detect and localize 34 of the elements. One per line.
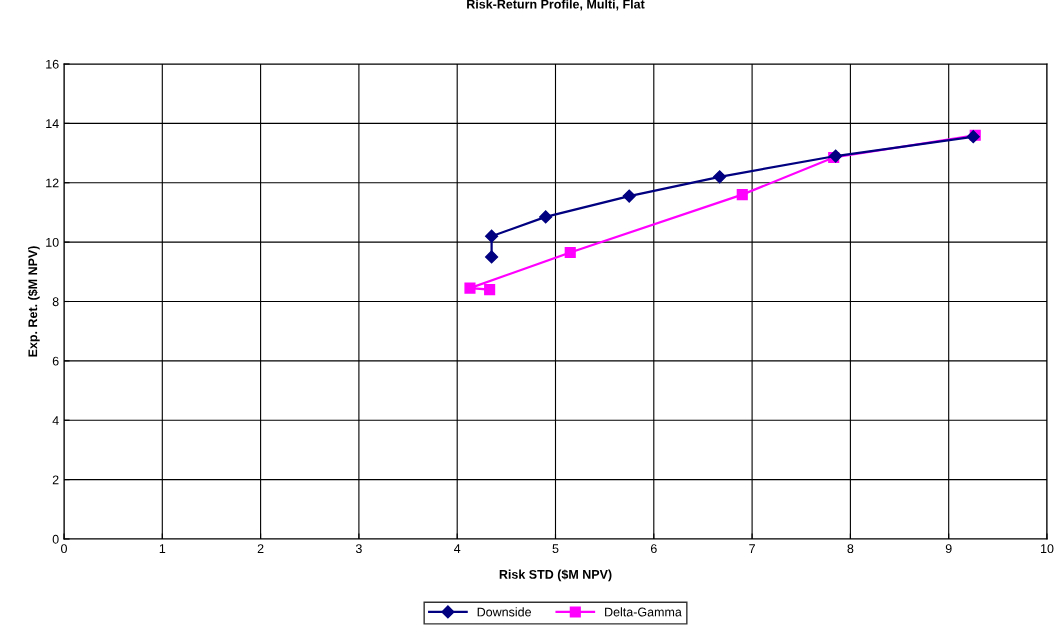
y-tick-label: 10 bbox=[46, 237, 59, 247]
x-tick-label: 0 bbox=[61, 544, 67, 554]
y-tick-label: 12 bbox=[46, 178, 59, 188]
x-axis-title: Risk STD ($M NPV) bbox=[499, 569, 612, 582]
y-axis-title: Exp. Ret. ($M NPV) bbox=[27, 246, 40, 357]
x-tick-label: 7 bbox=[749, 544, 755, 553]
x-tick-label: 3 bbox=[355, 544, 362, 554]
x-tick-label: 5 bbox=[552, 544, 559, 554]
point bbox=[736, 189, 748, 201]
x-tick-label: 9 bbox=[945, 544, 952, 554]
point bbox=[539, 210, 553, 224]
point bbox=[464, 282, 476, 294]
legend-label: Downside bbox=[477, 607, 531, 617]
point bbox=[485, 250, 499, 264]
x-tick-label: 4 bbox=[454, 544, 461, 553]
x-tick-label: 6 bbox=[650, 544, 657, 554]
chart-title: Risk-Return Profile, Multi, Flat bbox=[467, 0, 645, 11]
y-tick-label: 0 bbox=[52, 534, 59, 544]
y-tick-label: 8 bbox=[52, 297, 59, 307]
y-tick-label: 2 bbox=[52, 475, 59, 485]
x-tick-label: 2 bbox=[257, 544, 264, 553]
x-tick-label: 10 bbox=[1041, 544, 1054, 554]
y-tick-label: 6 bbox=[52, 356, 59, 366]
y-tick-label: 16 bbox=[46, 59, 59, 69]
point bbox=[622, 189, 636, 203]
point bbox=[485, 229, 499, 243]
point bbox=[713, 170, 727, 184]
legend-label: Delta-Gamma bbox=[605, 607, 682, 617]
x-tick-label: 1 bbox=[159, 544, 166, 553]
y-tick-label: 4 bbox=[52, 416, 59, 425]
point bbox=[564, 246, 576, 259]
point bbox=[484, 284, 496, 296]
y-tick-label: 14 bbox=[46, 119, 59, 128]
x-tick-label: 8 bbox=[847, 544, 854, 554]
